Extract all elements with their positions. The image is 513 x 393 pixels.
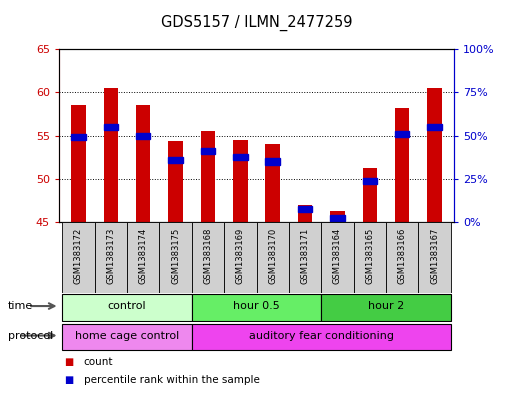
Text: GSM1383171: GSM1383171 <box>301 228 309 284</box>
FancyBboxPatch shape <box>353 222 386 293</box>
Text: ■: ■ <box>64 357 73 367</box>
FancyBboxPatch shape <box>62 222 94 293</box>
Text: auditory fear conditioning: auditory fear conditioning <box>249 331 394 340</box>
FancyBboxPatch shape <box>419 222 451 293</box>
Bar <box>71 105 86 222</box>
Bar <box>233 154 248 160</box>
Bar <box>136 132 150 139</box>
Text: GSM1383164: GSM1383164 <box>333 228 342 284</box>
Text: percentile rank within the sample: percentile rank within the sample <box>84 375 260 385</box>
FancyBboxPatch shape <box>62 294 192 321</box>
Text: GDS5157 / ILMN_2477259: GDS5157 / ILMN_2477259 <box>161 15 352 31</box>
Text: time: time <box>8 301 33 311</box>
Text: GSM1383173: GSM1383173 <box>106 228 115 284</box>
Text: GSM1383169: GSM1383169 <box>236 228 245 284</box>
Text: ■: ■ <box>64 375 73 385</box>
FancyBboxPatch shape <box>94 222 127 293</box>
Bar <box>104 124 118 130</box>
Text: GSM1383166: GSM1383166 <box>398 228 407 284</box>
Bar <box>233 140 248 222</box>
Bar <box>71 134 86 140</box>
Text: home cage control: home cage control <box>75 331 179 340</box>
Bar <box>201 148 215 154</box>
Text: GSM1383172: GSM1383172 <box>74 228 83 284</box>
FancyBboxPatch shape <box>289 222 321 293</box>
Text: GSM1383170: GSM1383170 <box>268 228 277 284</box>
Bar <box>136 105 150 222</box>
Bar <box>395 131 409 137</box>
Text: control: control <box>108 301 146 311</box>
FancyBboxPatch shape <box>256 222 289 293</box>
Bar <box>395 108 409 222</box>
FancyBboxPatch shape <box>321 294 451 321</box>
Text: GSM1383175: GSM1383175 <box>171 228 180 284</box>
Bar <box>265 144 280 222</box>
FancyBboxPatch shape <box>321 222 353 293</box>
Bar <box>330 211 345 222</box>
Text: hour 0.5: hour 0.5 <box>233 301 280 311</box>
Bar <box>168 157 183 163</box>
Text: hour 2: hour 2 <box>368 301 404 311</box>
Bar <box>298 206 312 212</box>
Text: protocol: protocol <box>8 331 53 340</box>
Bar <box>363 169 377 222</box>
Bar <box>298 205 312 222</box>
Bar <box>427 88 442 222</box>
FancyBboxPatch shape <box>127 222 160 293</box>
Bar <box>363 178 377 184</box>
Text: GSM1383167: GSM1383167 <box>430 228 439 284</box>
FancyBboxPatch shape <box>160 222 192 293</box>
FancyBboxPatch shape <box>386 222 419 293</box>
FancyBboxPatch shape <box>192 294 321 321</box>
Text: GSM1383174: GSM1383174 <box>139 228 148 284</box>
Text: GSM1383168: GSM1383168 <box>204 228 212 284</box>
Bar <box>104 88 118 222</box>
Bar <box>330 215 345 221</box>
FancyBboxPatch shape <box>192 222 224 293</box>
Text: count: count <box>84 357 113 367</box>
Text: GSM1383165: GSM1383165 <box>365 228 374 284</box>
Bar <box>201 131 215 222</box>
FancyBboxPatch shape <box>192 324 451 350</box>
Bar <box>168 141 183 222</box>
FancyBboxPatch shape <box>224 222 256 293</box>
Bar <box>427 124 442 130</box>
FancyBboxPatch shape <box>62 324 192 350</box>
Bar <box>265 158 280 165</box>
